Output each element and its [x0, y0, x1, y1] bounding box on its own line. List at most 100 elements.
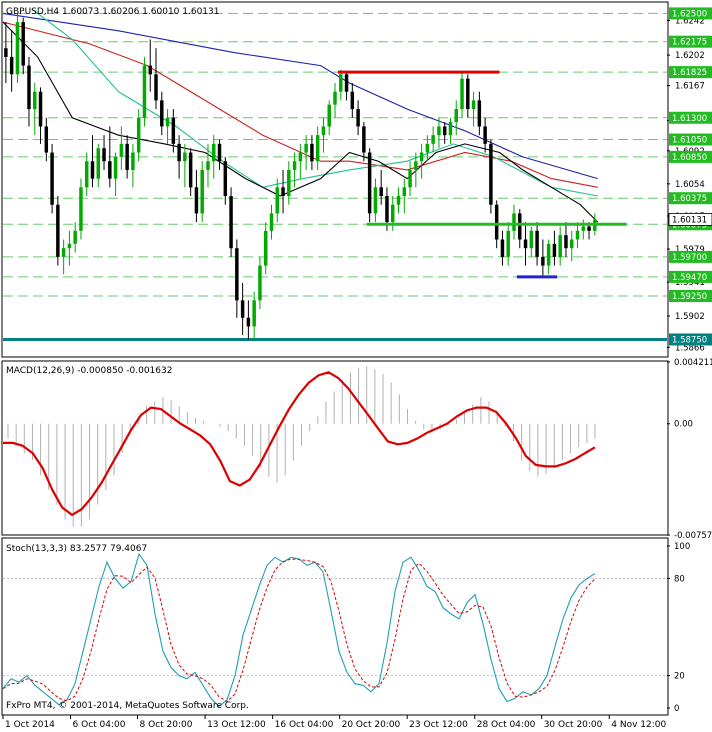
candle-body — [431, 135, 435, 144]
main-panel-frame — [1, 1, 669, 358]
level-label: 1.59700 — [672, 253, 707, 263]
candle-body — [581, 226, 586, 231]
level-label: 1.62500 — [672, 9, 707, 19]
candle-body — [483, 126, 487, 144]
candle-body — [131, 152, 135, 170]
candle-body — [385, 196, 389, 223]
candle-body — [350, 91, 355, 110]
level-label-box — [669, 111, 712, 124]
level-label-box — [669, 250, 712, 263]
macd-indicator: 0.004211 0.00 -0.007576 — [3, 358, 712, 541]
bid-price-box — [668, 213, 712, 226]
candle-body — [327, 104, 331, 127]
price-scale-label: 1.6054 — [675, 180, 705, 190]
level-label: 1.61300 — [672, 114, 707, 124]
candle-body — [437, 126, 441, 136]
candle-body — [471, 100, 476, 110]
level-label: 1.61825 — [672, 68, 707, 78]
candle-body — [367, 152, 372, 214]
candle-body — [414, 161, 418, 170]
candle-body — [460, 78, 464, 110]
candle-body — [160, 100, 164, 127]
candle-body — [275, 187, 279, 214]
candle-body — [61, 248, 66, 257]
candle-body — [252, 300, 256, 327]
candle-body — [425, 143, 430, 153]
candle-body — [494, 204, 499, 240]
price-scale-label: 1.5902 — [675, 312, 705, 322]
candle-body — [258, 265, 262, 301]
price-scale-label: 1.5941 — [675, 278, 705, 288]
candle-body — [212, 143, 216, 162]
support-resistance — [337, 70, 627, 279]
level-lines — [3, 12, 667, 341]
macd-scale-label: 0.00 — [674, 420, 693, 430]
candle-body — [500, 239, 505, 257]
main-title: GBPUSD,H4 1.60073 1.60206 1.60010 1.6013… — [6, 7, 219, 17]
candle-body — [310, 143, 314, 162]
candle-body — [246, 317, 251, 327]
candle-body — [73, 230, 77, 244]
time-label: 6 Oct 04:00 — [73, 720, 126, 730]
price-scale-label: 1.6167 — [675, 82, 705, 92]
candle-body — [108, 161, 112, 179]
candle-body — [183, 152, 187, 162]
candle-body — [67, 243, 72, 249]
level-label-box — [669, 192, 712, 205]
level-label: 1.59250 — [672, 292, 707, 302]
candle-body — [379, 187, 383, 197]
copyright-text: FxPro MT4, © 2001-2014, MetaQuotes Softw… — [6, 701, 249, 711]
candle-body — [402, 187, 407, 197]
level-label: 1.58750 — [672, 335, 707, 345]
time-label: 4 Nov 12:00 — [611, 720, 666, 730]
candle-body — [240, 300, 245, 318]
candle-body — [529, 230, 534, 249]
candle-body — [535, 230, 539, 257]
candle-body — [217, 143, 222, 162]
candle-body — [489, 143, 493, 205]
price-scale-label: 1.6202 — [675, 51, 705, 61]
time-label: 16 Oct 04:00 — [275, 720, 334, 730]
level-label: 1.59470 — [672, 273, 707, 283]
candle-body — [27, 65, 31, 110]
candle-body — [200, 169, 204, 214]
macd-title: MACD(12,26,9) -0.000850 -0.001632 — [6, 366, 172, 376]
time-label: 20 Oct 20:00 — [342, 720, 401, 730]
macd-scale-label: -0.007576 — [674, 531, 712, 541]
moving-averages — [2, 8, 599, 223]
level-label-box — [669, 150, 712, 163]
time-label: 30 Oct 20:00 — [544, 720, 603, 730]
candle-body — [154, 74, 158, 101]
candle-body — [21, 22, 25, 66]
moving-average-line — [2, 12, 598, 180]
candle-body — [281, 187, 285, 197]
stoch-panel-frame — [1, 537, 669, 716]
candle-body — [50, 152, 54, 205]
candle-body — [304, 143, 308, 153]
candle-body — [142, 65, 147, 118]
level-label-box — [669, 7, 712, 20]
candle-body — [269, 213, 274, 231]
candle-body — [223, 161, 228, 197]
time-label: 1 Oct 2014 — [5, 720, 55, 730]
candle-body — [362, 126, 366, 153]
macd-panel-frame — [1, 360, 669, 536]
candle-body — [477, 100, 482, 127]
candle-body — [38, 91, 43, 127]
candle-body — [315, 135, 320, 162]
candle-body — [523, 239, 528, 249]
stoch-signal-line — [2, 558, 596, 703]
level-label: 1.62175 — [672, 38, 707, 48]
candle-body — [575, 230, 580, 240]
candle-body — [419, 152, 424, 162]
candle-body — [298, 152, 303, 162]
candle-body — [235, 248, 239, 301]
price-scale-label: 1.5979 — [675, 245, 705, 255]
candle-body — [564, 235, 568, 249]
candle-body — [125, 143, 129, 170]
candle-body — [4, 48, 8, 57]
price-scale: 1.62421.62021.61671.61271.60921.60541.60… — [667, 7, 712, 353]
candle-body — [408, 169, 412, 188]
candle-body — [552, 243, 557, 257]
